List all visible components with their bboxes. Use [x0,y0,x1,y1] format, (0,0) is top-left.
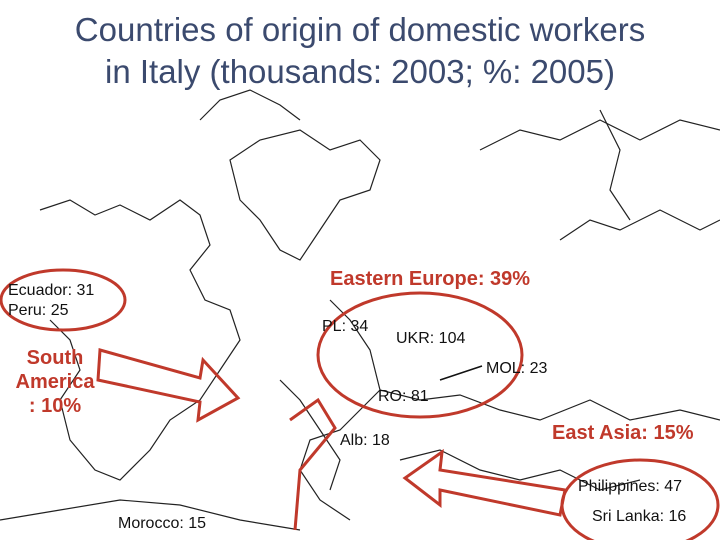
pointer [439,365,483,381]
arrow [402,448,567,517]
ellipse [0,268,127,332]
country-label: Ecuador: 31 [8,282,95,299]
ellipse [560,458,720,540]
region-label: South America : 10% [6,346,104,418]
line: America [15,371,95,393]
line: : 10% [28,395,82,417]
country-label: Philippines: 47 [578,478,683,495]
country-label: PL: 34 [322,318,369,335]
highlights [0,268,720,540]
country-label: UKR: 104 [396,330,466,347]
country-label: Morocco: 15 [118,515,207,532]
country-label: Peru: 25 [8,302,69,319]
region-label: East Asia: 15% [552,422,694,444]
map-outline [0,89,720,531]
country-label: MOL: 23 [486,360,548,377]
outline-shape [289,397,337,531]
country-label: Alb: 18 [340,432,390,449]
arrow [96,348,241,423]
title: in Italy (thousands: 2003; %: 2005) [105,53,615,90]
country-label: Sri Lanka: 16 [592,508,687,525]
country-label: RO: 81 [378,388,429,405]
line: South [26,347,84,369]
region-label: Eastern Europe: 39% [330,268,531,290]
ellipse [316,291,524,419]
title: Countries of origin of domestic workers [74,11,646,48]
